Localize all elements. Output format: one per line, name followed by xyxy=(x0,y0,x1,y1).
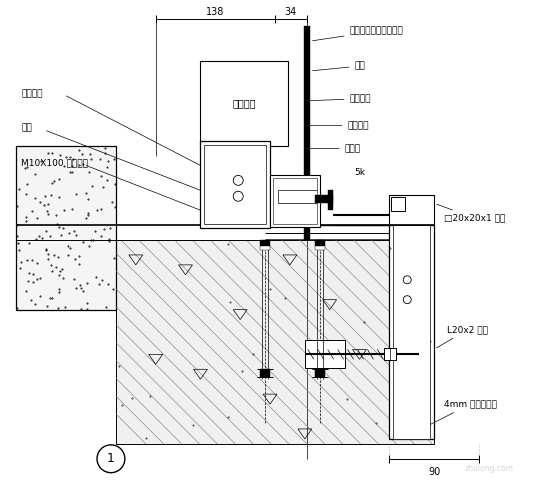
Text: 耐候胶: 耐候胶 xyxy=(305,144,361,153)
Bar xyxy=(393,225,430,439)
Bar xyxy=(315,369,324,377)
Text: 立柱瓷管: 立柱瓷管 xyxy=(21,89,43,98)
Text: M10X100 膨胀螺栓: M10X100 膨胀螺栓 xyxy=(21,158,89,168)
Bar xyxy=(260,240,270,246)
Text: 5k: 5k xyxy=(355,169,366,177)
Text: 4mm 厚复合铝板: 4mm 厚复合铝板 xyxy=(414,399,497,432)
Bar xyxy=(16,146,116,310)
Text: 90: 90 xyxy=(428,467,440,477)
Bar xyxy=(384,348,397,360)
Text: 镀浅褐色钢化镀膜玻璃: 镀浅褐色钢化镀膜玻璃 xyxy=(312,27,403,41)
Bar xyxy=(273,178,317,224)
Text: 横料: 横料 xyxy=(21,124,32,132)
Bar xyxy=(260,369,270,377)
Text: 双面胶条: 双面胶条 xyxy=(306,94,371,103)
Bar xyxy=(200,141,270,228)
Bar xyxy=(389,225,434,439)
Text: 138: 138 xyxy=(206,7,224,18)
Bar xyxy=(200,61,288,146)
Text: 铝料: 铝料 xyxy=(312,61,365,71)
Bar xyxy=(315,195,333,203)
Text: 34: 34 xyxy=(285,7,297,18)
Text: □20x20x1 铝通: □20x20x1 铝通 xyxy=(437,204,505,223)
Text: 厚单面贴: 厚单面贴 xyxy=(233,98,256,108)
Bar xyxy=(270,175,320,227)
Text: zhulong.com: zhulong.com xyxy=(464,464,513,473)
Bar xyxy=(389,195,434,225)
Bar xyxy=(392,197,405,211)
Bar xyxy=(305,340,345,368)
Bar xyxy=(304,26,310,240)
Bar xyxy=(116,240,434,444)
Text: L20x2 角铝: L20x2 角铝 xyxy=(437,325,488,348)
Bar xyxy=(205,145,266,224)
Bar xyxy=(328,190,333,210)
Bar xyxy=(315,240,324,246)
Text: 1: 1 xyxy=(107,452,115,465)
Bar xyxy=(315,246,324,250)
Bar xyxy=(260,246,270,250)
Text: 铝全扣件: 铝全扣件 xyxy=(305,121,369,130)
